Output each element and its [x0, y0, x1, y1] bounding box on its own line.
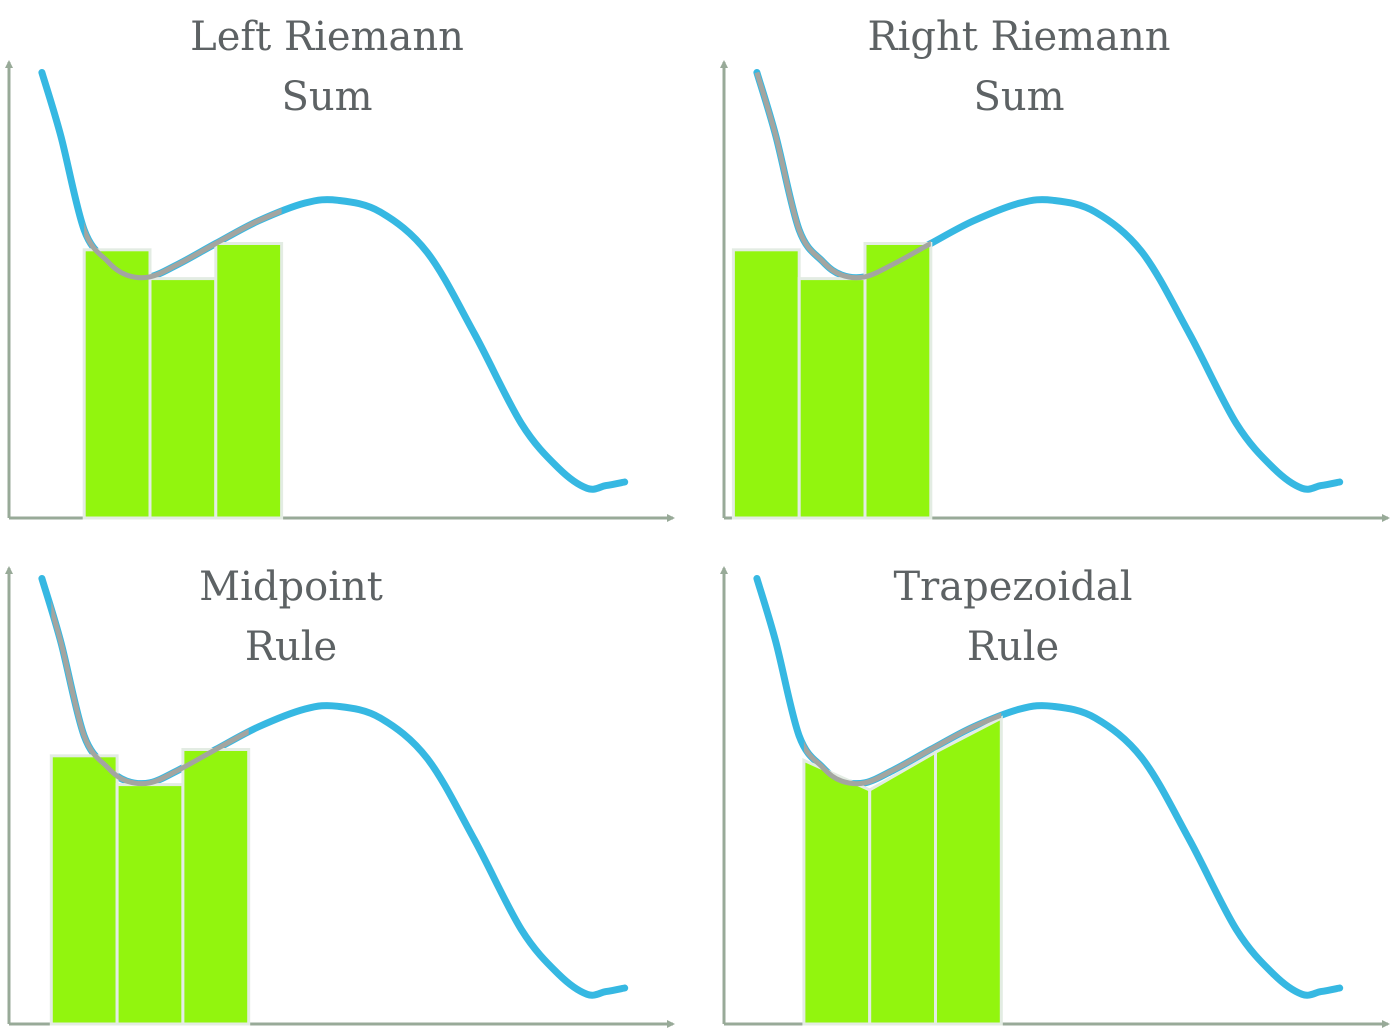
trapezoid-2 [868, 749, 937, 1026]
curve-overlap [84, 208, 282, 281]
rectangle-3 [863, 242, 933, 520]
trapezoid-3 [934, 715, 1003, 1026]
trapezoid-1 [802, 757, 872, 1026]
panel-left: Left Riemann Sum [5, 14, 675, 522]
curve-overlap [803, 712, 1002, 787]
rectangle-1 [49, 754, 119, 1026]
panel-title-line-2: Rule [967, 624, 1059, 670]
curve-overlap [51, 600, 249, 787]
rectangle-2 [797, 277, 867, 520]
panel-right: Right Riemann Sum [720, 14, 1390, 522]
panel-midpoint: Midpoint Rule [5, 564, 675, 1028]
curve-overlap [754, 71, 931, 281]
rectangle-3 [181, 748, 251, 1026]
panel-title-line-1: Midpoint [199, 564, 383, 610]
panel-title-line-1: Left Riemann [190, 14, 464, 60]
panel-trapezoid: Trapezoidal Rule [720, 564, 1390, 1028]
rectangle-2 [115, 783, 185, 1026]
panel-title-line-2: Sum [281, 74, 372, 120]
panel-title-line-2: Sum [973, 74, 1064, 120]
panel-title-line-1: Trapezoidal [893, 564, 1132, 610]
rectangle-1 [731, 248, 801, 520]
rectangle-1 [82, 248, 152, 520]
panel-title-line-2: Rule [245, 624, 337, 670]
rectangle-3 [214, 242, 284, 520]
rectangle-2 [148, 277, 218, 520]
panel-title-line-1: Right Riemann [868, 14, 1171, 60]
